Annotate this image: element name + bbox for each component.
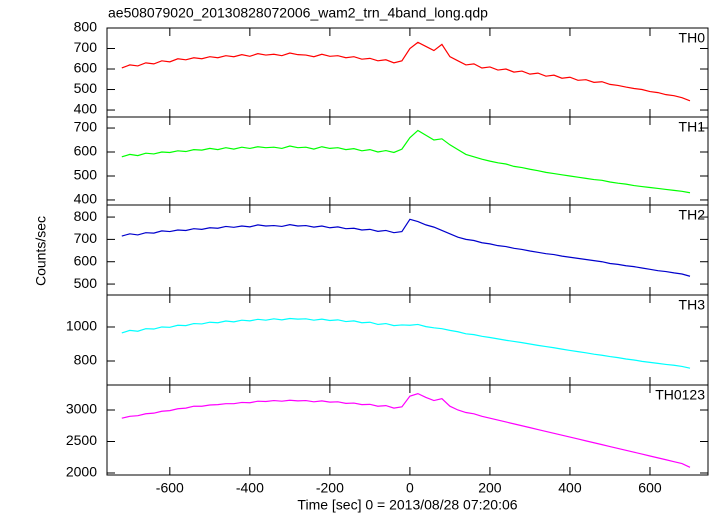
series-line (121, 129, 691, 194)
x-tick-label: -600 (156, 480, 184, 496)
y-tick-label: 500 (74, 80, 98, 96)
x-tick-label: 0 (406, 480, 414, 496)
x-tick-label: 400 (558, 480, 582, 496)
y-tick-label: 700 (74, 119, 98, 135)
series-label: TH2 (679, 207, 706, 223)
series-line (121, 317, 691, 369)
panel-frame (106, 384, 709, 476)
y-tick-label: 600 (74, 252, 98, 268)
x-axis-label: Time [sec] 0 = 2013/08/28 07:20:06 (297, 497, 517, 513)
x-tick-label: 600 (638, 480, 662, 496)
series-line (121, 41, 691, 102)
y-tick-label: 800 (74, 208, 98, 224)
y-axis-label: Counts/sec (33, 216, 49, 286)
y-tick-label: 500 (74, 275, 98, 291)
y-tick-label: 500 (74, 167, 98, 183)
x-tick-label: -400 (236, 480, 264, 496)
y-tick-label: 600 (74, 143, 98, 159)
series-label: TH0 (679, 30, 706, 46)
y-tick-label: 600 (74, 60, 98, 76)
chart-title: ae508079020_20130828072006_wam2_trn_4ban… (108, 5, 488, 21)
y-tick-label: 2500 (66, 432, 97, 448)
series-line (121, 392, 691, 468)
y-tick-label: 1000 (66, 318, 97, 334)
series-line (121, 218, 691, 277)
y-tick-label: 800 (74, 19, 98, 35)
y-tick-label: 2000 (66, 464, 97, 480)
series-label: TH3 (679, 297, 706, 313)
series-label: TH1 (679, 119, 706, 135)
y-tick-label: 700 (74, 230, 98, 246)
y-tick-label: 400 (74, 101, 98, 117)
series-label: TH0123 (655, 387, 705, 403)
y-tick-label: 800 (74, 352, 98, 368)
y-tick-label: 400 (74, 191, 98, 207)
y-tick-label: 3000 (66, 401, 97, 417)
y-tick-label: 700 (74, 39, 98, 55)
x-tick-label: 200 (478, 480, 502, 496)
x-tick-label: -200 (316, 480, 344, 496)
